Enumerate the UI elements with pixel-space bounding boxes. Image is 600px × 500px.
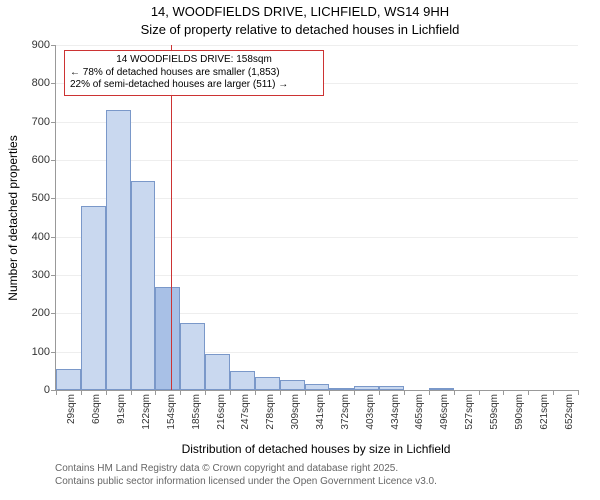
histogram-bar [255,377,280,390]
xtick-label: 154sqm [166,394,177,430]
xtick-mark [379,390,380,395]
ytick-label: 800 [32,77,56,89]
property-size-chart: 14, WOODFIELDS DRIVE, LICHFIELD, WS14 9H… [0,0,600,500]
xtick-mark [280,390,281,395]
xtick-mark [56,390,57,395]
ytick-label: 200 [32,307,56,319]
xtick-label: 434sqm [390,394,401,430]
annotation-line: 14 WOODFIELDS DRIVE: 158sqm [70,54,318,67]
chart-title-line2: Size of property relative to detached ho… [0,22,600,37]
histogram-bar [230,371,255,390]
footer-line1: Contains HM Land Registry data © Crown c… [55,462,437,475]
xtick-mark [180,390,181,395]
histogram-bar [354,386,379,390]
histogram-bar [379,386,404,390]
ytick-label: 900 [32,39,56,51]
xtick-label: 185sqm [191,394,202,430]
gridline [56,45,578,46]
ytick-label: 600 [32,154,56,166]
xtick-label: 527sqm [464,394,475,430]
xtick-mark [503,390,504,395]
xtick-mark [329,390,330,395]
annotation-line: ← 78% of detached houses are smaller (1,… [70,67,318,80]
histogram-bar [280,380,305,390]
annotation-line: 22% of semi-detached houses are larger (… [70,79,318,92]
xtick-mark [81,390,82,395]
xtick-mark [528,390,529,395]
xtick-label: 216sqm [216,394,227,430]
xtick-mark [404,390,405,395]
y-axis-label: Number of detached properties [6,135,20,300]
xtick-mark [255,390,256,395]
ytick-label: 700 [32,116,56,128]
xtick-label: 341sqm [315,394,326,430]
xtick-label: 652sqm [564,394,575,430]
histogram-bar [429,388,454,390]
chart-title-line1: 14, WOODFIELDS DRIVE, LICHFIELD, WS14 9H… [0,4,600,19]
histogram-bar [131,181,156,390]
xtick-mark [205,390,206,395]
ytick-label: 0 [44,384,56,396]
xtick-mark [429,390,430,395]
xtick-label: 60sqm [91,394,102,424]
xtick-mark [479,390,480,395]
xtick-label: 496sqm [439,394,450,430]
xtick-mark [578,390,579,395]
xtick-mark [131,390,132,395]
histogram-bar [205,354,230,390]
histogram-bar [56,369,81,390]
histogram-bar [155,287,180,391]
annotation-box: 14 WOODFIELDS DRIVE: 158sqm← 78% of deta… [64,50,324,96]
property-marker-line [171,45,172,390]
ytick-label: 400 [32,231,56,243]
x-axis-label: Distribution of detached houses by size … [182,442,451,456]
xtick-label: 309sqm [290,394,301,430]
xtick-label: 372sqm [340,394,351,430]
xtick-label: 465sqm [414,394,425,430]
xtick-mark [155,390,156,395]
xtick-mark [106,390,107,395]
plot-area: 010020030040050060070080090029sqm60sqm91… [55,45,578,391]
footer-attribution: Contains HM Land Registry data © Crown c… [55,462,437,488]
gridline [56,122,578,123]
histogram-bar [81,206,106,390]
xtick-label: 403sqm [365,394,376,430]
xtick-label: 621sqm [539,394,550,430]
xtick-label: 91sqm [116,394,127,424]
ytick-label: 500 [32,192,56,204]
xtick-label: 590sqm [514,394,525,430]
xtick-mark [454,390,455,395]
ytick-label: 300 [32,269,56,281]
xtick-label: 559sqm [489,394,500,430]
xtick-label: 29sqm [66,394,77,424]
gridline [56,160,578,161]
xtick-label: 278sqm [265,394,276,430]
xtick-mark [553,390,554,395]
xtick-label: 247sqm [240,394,251,430]
histogram-bar [329,388,354,390]
xtick-mark [354,390,355,395]
xtick-mark [230,390,231,395]
histogram-bar [180,323,205,390]
footer-line2: Contains public sector information licen… [55,475,437,488]
xtick-label: 122sqm [141,394,152,430]
ytick-label: 100 [32,346,56,358]
histogram-bar [305,384,330,390]
xtick-mark [305,390,306,395]
histogram-bar [106,110,131,390]
